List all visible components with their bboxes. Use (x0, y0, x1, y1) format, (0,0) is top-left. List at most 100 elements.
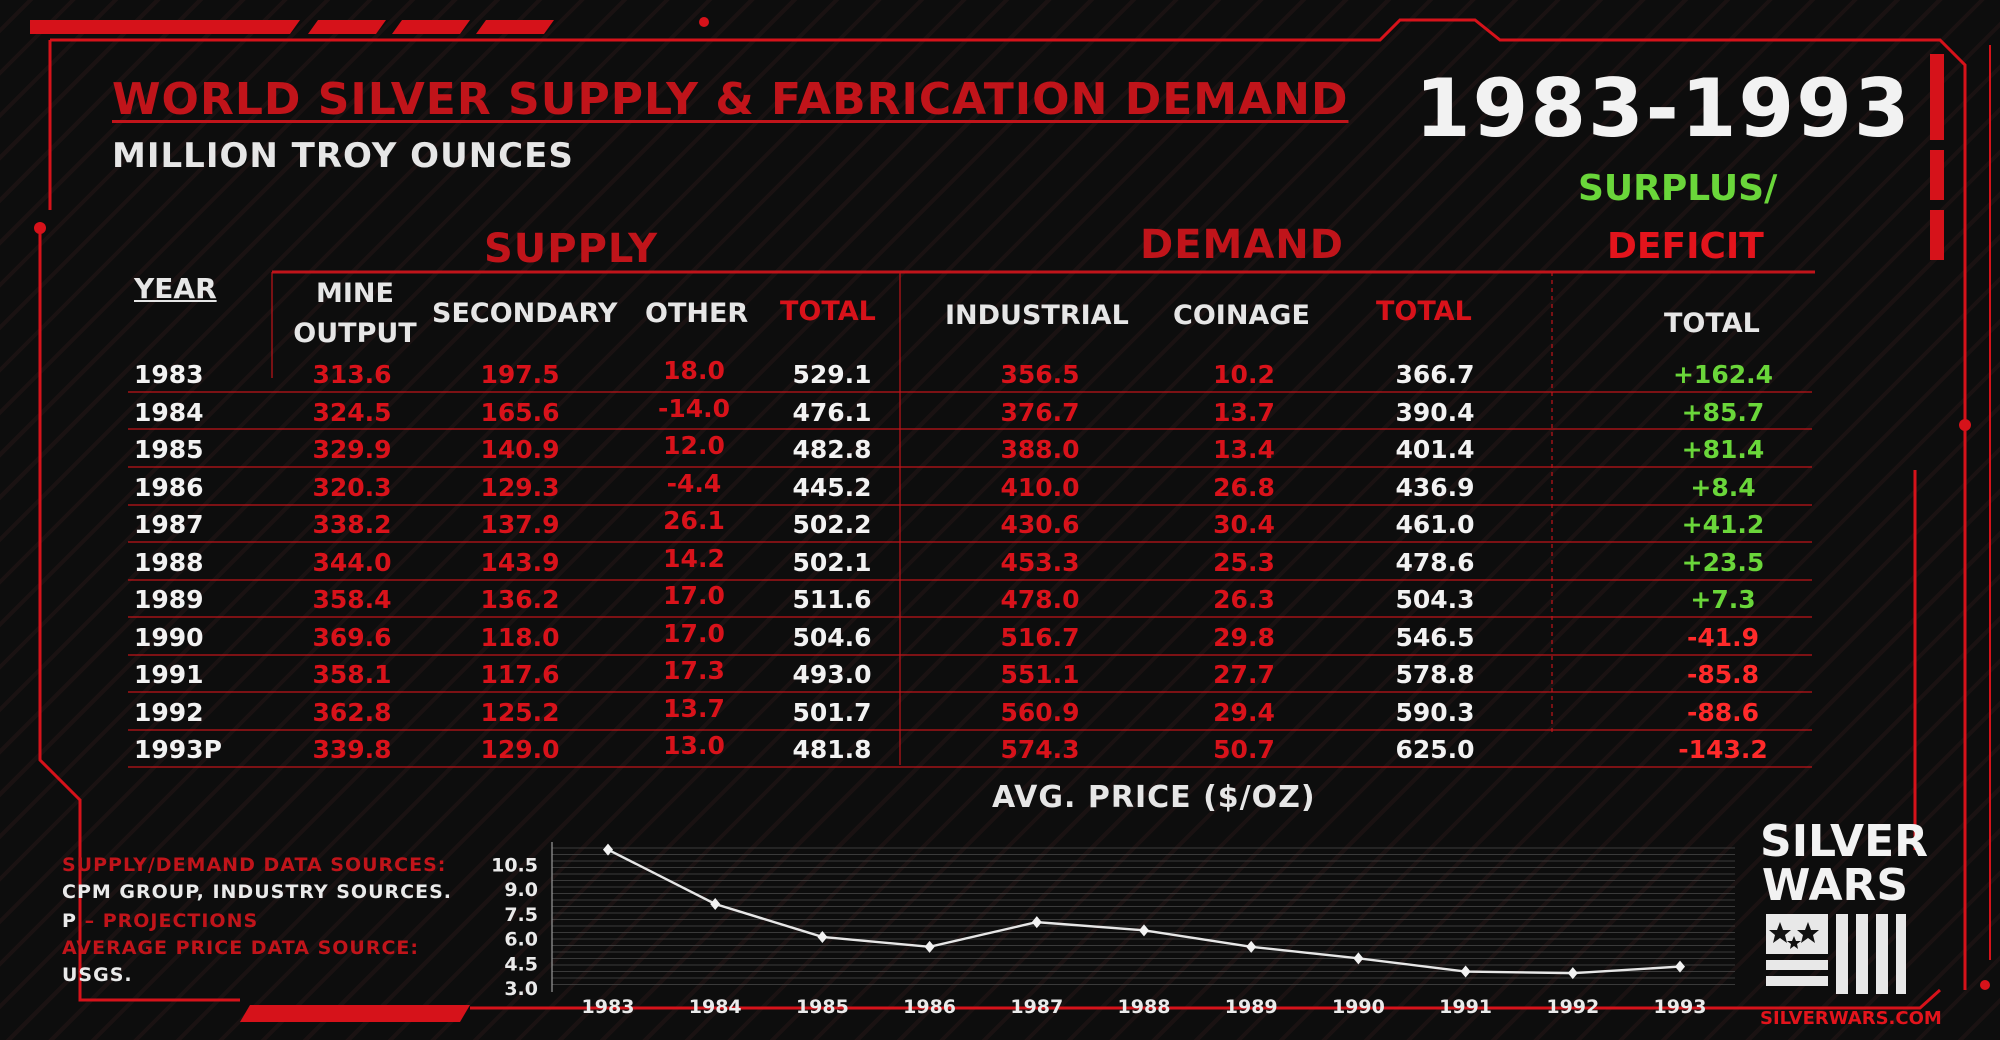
coinage-cell: 26.8 (1213, 472, 1275, 502)
industrial-cell: 551.1 (1000, 660, 1080, 689)
coinage-header: COINAGE (1173, 300, 1310, 331)
year-cell: 1991 (134, 660, 204, 689)
secondary-cell: 125.2 (480, 697, 560, 727)
year-cell: 1984 (134, 397, 204, 427)
mine-output-cell: 339.8 (312, 735, 392, 764)
demand-total-cell: 401.4 (1395, 435, 1475, 464)
price-point (1353, 952, 1364, 965)
secondary-cell: 197.5 (480, 360, 560, 389)
y-tick-label: 9.0 (504, 879, 538, 901)
other-cell: 17.3 (663, 656, 725, 685)
x-tick-label: 1990 (1332, 996, 1385, 1018)
x-tick-label: 1983 (582, 996, 635, 1018)
x-tick-label: 1993 (1654, 996, 1707, 1018)
industrial-cell: 410.0 (1000, 472, 1080, 502)
price-source-label: AVERAGE PRICE DATA SOURCE: (62, 937, 420, 959)
surplus-deficit-cell: -88.6 (1686, 697, 1760, 727)
secondary-cell: 129.3 (480, 472, 560, 502)
mine-output-cell: 344.0 (312, 547, 392, 577)
other-cell: 18.0 (663, 356, 725, 385)
brand-logo: SILVER WARS SILVERWARS.COM (1760, 820, 1942, 1030)
year-cell: 1992 (134, 697, 204, 727)
price-point (817, 930, 828, 943)
mine-output-header: MINE OUTPUT (293, 278, 417, 349)
other-cell: 12.0 (663, 431, 725, 460)
other-cell: -14.0 (657, 393, 731, 423)
deficit-heading: DEFICIT (1607, 226, 1764, 267)
surplus-deficit-cell: +81.4 (1681, 435, 1765, 464)
coinage-cell: 25.3 (1213, 547, 1275, 577)
industrial-cell: 430.6 (1000, 510, 1080, 539)
surplus-deficit-cell: +23.5 (1681, 547, 1765, 577)
year-cell: 1987 (134, 510, 204, 539)
coinage-cell: 29.4 (1213, 697, 1275, 727)
main-title: WORLD SILVER SUPPLY & FABRICATION DEMAND (112, 74, 1349, 125)
mine-output-cell: 320.3 (312, 472, 392, 502)
industrial-cell: 478.0 (1000, 585, 1080, 614)
supply-total-cell: 502.1 (792, 547, 872, 577)
x-tick-label: 1989 (1225, 996, 1278, 1018)
demand-total-cell: 436.9 (1395, 472, 1475, 502)
x-tick-label: 1988 (1118, 996, 1171, 1018)
demand-total-cell: 546.5 (1395, 622, 1475, 652)
mine-output-cell: 358.1 (312, 660, 392, 689)
demand-total-cell: 578.8 (1395, 660, 1475, 689)
price-series-line (607, 848, 1681, 975)
other-cell: 26.1 (663, 506, 725, 535)
coinage-cell: 50.7 (1213, 735, 1275, 764)
y-tick-label: 4.5 (504, 953, 538, 975)
demand-total-cell: 366.7 (1395, 360, 1475, 389)
year-cell: 1988 (134, 547, 204, 577)
price-point (710, 898, 721, 910)
supply-total-cell: 529.1 (792, 360, 872, 389)
supply-total-cell: 502.2 (792, 510, 872, 539)
surplus-deficit-cell: +8.4 (1690, 472, 1756, 502)
y-tick-label: 3.0 (504, 978, 538, 1000)
price-chart-title: AVG. PRICE ($/OZ) (992, 780, 1316, 815)
surplus-deficit-cell: +85.7 (1681, 397, 1765, 427)
y-tick-label: 7.5 (504, 904, 538, 926)
surplus-deficit-cell: -143.2 (1678, 735, 1768, 764)
industrial-cell: 376.7 (1000, 397, 1080, 427)
year-cell: 1985 (134, 435, 204, 464)
price-point (1246, 940, 1257, 953)
year-cell: 1986 (134, 472, 204, 502)
other-cell: -4.4 (666, 468, 722, 498)
other-cell: 13.7 (663, 693, 725, 723)
mine-output-cell: 358.4 (312, 585, 392, 614)
supply-total-cell: 476.1 (792, 397, 872, 427)
secondary-header: SECONDARY (432, 298, 618, 329)
surplus-deficit-cell: -41.9 (1686, 622, 1760, 652)
projection-key: P (62, 910, 77, 932)
year-cell: 1990 (134, 622, 204, 652)
coinage-cell: 27.7 (1213, 660, 1275, 689)
flag-icon (1766, 914, 1906, 994)
secondary-cell: 117.6 (480, 660, 560, 689)
demand-total-cell: 590.3 (1395, 697, 1475, 727)
industrial-header: INDUSTRIAL (945, 300, 1129, 331)
logo-word-2: WARS (1761, 860, 1909, 911)
mine-output-cell: 329.9 (312, 435, 392, 464)
secondary-cell: 165.6 (480, 397, 560, 427)
secondary-cell: 137.9 (480, 510, 560, 539)
surplus-total-header: TOTAL (1664, 308, 1760, 339)
price-point (1567, 967, 1578, 980)
coinage-cell: 13.7 (1213, 397, 1275, 427)
surplus-deficit-cell: +162.4 (1672, 360, 1774, 389)
coinage-cell: 10.2 (1213, 360, 1275, 389)
industrial-cell: 356.5 (1000, 360, 1080, 389)
price-point (1460, 965, 1471, 978)
mine-output-cell: 362.8 (312, 697, 392, 727)
other-header: OTHER (645, 298, 749, 329)
x-tick-label: 1992 (1546, 996, 1599, 1018)
price-point (1031, 916, 1042, 929)
supply-total-cell: 504.6 (792, 622, 872, 652)
surplus-deficit-cell: +7.3 (1690, 585, 1756, 614)
other-cell: 14.2 (663, 543, 725, 573)
year-cell: 1993P (134, 735, 222, 764)
y-tick-label: 10.5 (491, 854, 538, 876)
price-point (924, 940, 935, 953)
industrial-cell: 453.3 (1000, 547, 1080, 577)
industrial-cell: 560.9 (1000, 697, 1080, 727)
demand-heading: DEMAND (1140, 222, 1344, 268)
